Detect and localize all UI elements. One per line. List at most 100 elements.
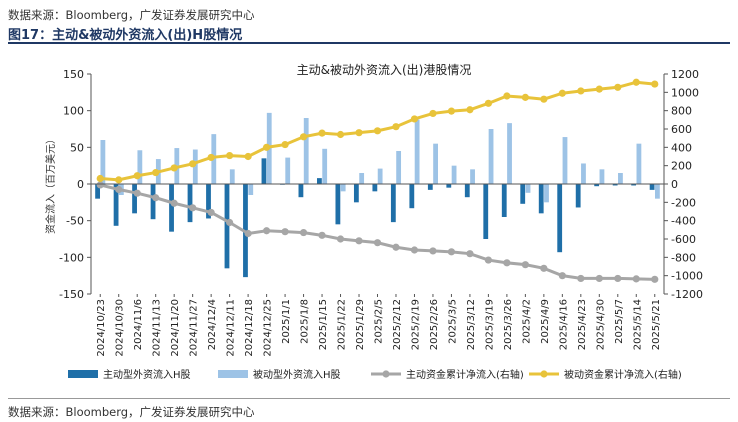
right-tick-label: -400 xyxy=(671,215,696,228)
active-cumulative-point xyxy=(632,275,640,283)
legend: 主动型外资流入H股 被动型外资流入H股 主动资金累计净流入(右轴) 被动资金累计净流入… xyxy=(68,368,682,381)
legend-label: 被动资金累计净流入(右轴) xyxy=(564,368,682,381)
passive-cumulative-point xyxy=(262,143,271,151)
passive-cumulative-point xyxy=(466,106,474,114)
passive-cumulative-point xyxy=(133,172,141,180)
left-tick-label: 100 xyxy=(63,105,84,118)
passive-cumulative-point xyxy=(521,93,529,101)
active-cumulative-point xyxy=(207,208,215,217)
passive-cumulative-point xyxy=(226,151,234,160)
bar-active xyxy=(649,184,655,190)
passive-cumulative-point xyxy=(632,78,640,86)
left-tick-label: -150 xyxy=(59,288,84,301)
legend-marker xyxy=(540,370,548,378)
x-tick-label: 2025/3/5 xyxy=(447,299,458,344)
legend-label: 主动资金累计净流入(右轴) xyxy=(406,368,524,381)
active-cumulative-point xyxy=(466,250,474,258)
x-tick-label: 2024/12/4 xyxy=(207,299,218,350)
x-tick-label: 2024/12/11 xyxy=(226,299,237,357)
bar-active xyxy=(95,184,101,199)
right-tick-label: -200 xyxy=(671,196,696,209)
passive-cumulative-point xyxy=(170,164,178,172)
x-tick-label: 2025/4/23 xyxy=(577,299,588,350)
active-cumulative-point xyxy=(133,189,141,197)
bar-passive xyxy=(470,169,475,184)
left-tick-label: 0 xyxy=(77,178,84,191)
legend-swatch xyxy=(68,370,98,378)
active-cumulative-point xyxy=(244,229,252,238)
active-cumulative-point xyxy=(336,235,345,243)
x-tick-label: 2024/11/20 xyxy=(170,299,181,357)
bar-passive xyxy=(433,143,438,184)
active-cumulative-point xyxy=(614,274,622,283)
x-tick-label: 2025/1/15 xyxy=(318,299,329,350)
right-tick-label: 800 xyxy=(671,105,692,118)
right-tick-label: -600 xyxy=(671,233,696,246)
x-tick-label: 2025/2/26 xyxy=(429,299,440,350)
x-tick-label: 2025/5/14 xyxy=(632,299,643,350)
x-tick-label: 2025/1/22 xyxy=(337,299,348,350)
x-tick-label: 2025/3/26 xyxy=(503,299,514,350)
bar-active xyxy=(132,184,137,214)
x-tick-label: 2024/10/30 xyxy=(115,299,126,357)
passive-cumulative-point xyxy=(299,133,308,141)
bar-active xyxy=(631,184,637,186)
bar-active xyxy=(557,184,563,253)
x-tick-label: 2024/11/6 xyxy=(133,299,144,350)
bar-active xyxy=(575,184,581,208)
bar-passive xyxy=(322,148,328,184)
x-tick-label: 2024/12/25 xyxy=(263,299,274,357)
active-cumulative-point xyxy=(595,274,603,283)
passive-cumulative-point xyxy=(355,129,363,137)
passive-cumulative-point xyxy=(484,99,493,107)
source-note-bottom: 数据来源：Bloomberg，广发证券发展研究中心 xyxy=(8,405,255,419)
axes-layer: 150 100 50 0 -50 -100 -150 1200 1000 800 600 400 200… xyxy=(44,68,703,357)
passive-cumulative-point xyxy=(558,89,566,97)
bar-active xyxy=(187,184,193,223)
right-tick-label: 200 xyxy=(671,160,692,173)
legend-label: 主动型外资流入H股 xyxy=(103,368,191,381)
bar-passive xyxy=(192,149,198,184)
footer-divider xyxy=(8,398,730,399)
chart-title: 主动&被动外资流入(出)港股情况 xyxy=(297,63,472,77)
left-tick-label: 50 xyxy=(70,141,84,154)
passive-cumulative-point xyxy=(614,83,622,91)
right-tick-label: 600 xyxy=(671,123,692,136)
right-tick-label: -800 xyxy=(671,251,696,264)
active-cumulative-point xyxy=(429,247,437,255)
bar-active xyxy=(353,184,359,203)
bar-passive xyxy=(340,184,346,192)
bar-passive xyxy=(451,165,457,184)
bar-passive xyxy=(618,173,623,184)
active-cumulative-point xyxy=(577,274,585,283)
bar-passive xyxy=(507,123,512,184)
x-tick-label: 2024/11/27 xyxy=(189,299,200,357)
x-tick-label: 2025/1/8 xyxy=(300,299,311,344)
passive-cumulative-point xyxy=(595,85,603,93)
chart: 主动&被动外资流入(出)港股情况 150 100 50 0 -50 -100 -150 120… xyxy=(44,63,703,381)
bar-passive xyxy=(359,173,365,184)
bar-active xyxy=(538,184,544,214)
bar-active xyxy=(409,184,415,209)
bar-active xyxy=(520,184,526,204)
passive-cumulative-point xyxy=(207,153,215,162)
bar-passive xyxy=(414,119,420,184)
bar-active xyxy=(483,184,489,239)
active-cumulative-point xyxy=(96,181,104,189)
active-cumulative-point xyxy=(651,275,659,283)
active-cumulative-point xyxy=(355,237,363,245)
bar-passive xyxy=(562,137,568,184)
active-cumulative-point xyxy=(115,185,123,194)
active-cumulative-line xyxy=(99,183,655,281)
active-cumulative-point xyxy=(373,239,382,247)
bar-passive xyxy=(544,184,549,203)
passive-cumulative-point xyxy=(189,160,197,168)
bar-passive xyxy=(581,163,586,184)
left-tick-label: -100 xyxy=(59,251,84,264)
passive-cumulative-point xyxy=(577,87,585,95)
active-cumulative-point xyxy=(226,218,234,227)
x-tick-label: 2025/4/16 xyxy=(558,299,569,350)
legend-label: 被动型外资流入H股 xyxy=(253,368,341,381)
x-tick-label: 2025/4/2 xyxy=(521,299,532,344)
bar-passive xyxy=(599,169,605,184)
